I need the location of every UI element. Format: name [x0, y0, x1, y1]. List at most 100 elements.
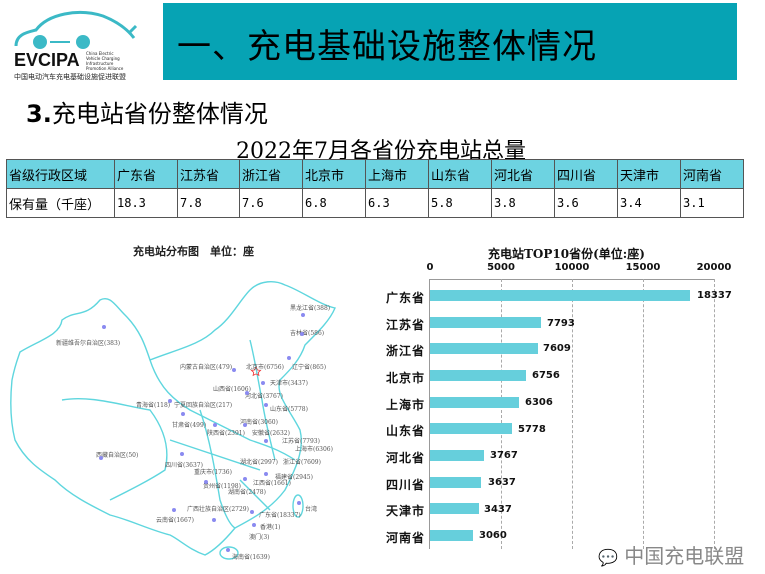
map-dot — [245, 391, 249, 395]
table-cell: 3.8 — [491, 188, 555, 218]
map-label: 澳门(3) — [249, 534, 270, 541]
map-title: 充电站分布图 单位：座 — [133, 245, 254, 258]
table-cell: 3.1 — [680, 188, 744, 218]
section-title-text: 充电站省份整体情况 — [51, 100, 268, 128]
watermark: 💬 中国充电联盟 — [598, 540, 744, 569]
map-label: 河南省(3060) — [240, 419, 278, 426]
map-label: 香港(1) — [260, 524, 281, 531]
map-dot — [181, 412, 185, 416]
gridline — [501, 279, 502, 549]
map-dot — [232, 368, 236, 372]
table-cell: 浙江省 — [239, 159, 303, 189]
bar-label: 河南省 — [386, 531, 426, 545]
header-bar: 一、充电基础设施整体情况 — [163, 3, 737, 80]
bar — [430, 423, 512, 434]
map-label: 上海市(6306) — [295, 446, 333, 453]
map-label: 吉林省(586) — [290, 330, 325, 337]
table-cell: 河南省 — [680, 159, 744, 189]
map-label: 内蒙古自治区(479) — [180, 364, 233, 371]
map-dot — [102, 325, 106, 329]
ev-car-icon — [14, 11, 138, 49]
table-cell: 北京市 — [302, 159, 366, 189]
bar — [430, 503, 479, 514]
map-dot — [297, 501, 301, 505]
bar — [430, 530, 473, 541]
gridline — [714, 279, 715, 549]
map-label: 西藏自治区(50) — [96, 452, 139, 459]
map-dot — [204, 480, 208, 484]
map-dot — [243, 477, 247, 481]
map-label: 四川省(3637) — [165, 462, 203, 469]
map-dot — [172, 508, 176, 512]
beijing-star-icon — [250, 366, 262, 377]
map-label: 江西省(1661) — [253, 480, 291, 487]
map-label: 台湾 — [305, 506, 318, 513]
table-cell: 3.6 — [554, 188, 618, 218]
bar-value: 3767 — [490, 450, 518, 461]
map-dot — [261, 381, 265, 385]
map-dot — [300, 332, 304, 336]
map-label: 宁夏回族自治区(217) — [174, 402, 233, 409]
evcipa-logo: EVCIPA China Electric Vehicle Charging I… — [8, 4, 153, 82]
bar-label: 天津市 — [386, 504, 426, 518]
map-label: 安徽省(2632) — [252, 430, 290, 437]
map-label: 江苏省(7793) — [282, 438, 320, 445]
bar-label: 浙江省 — [386, 344, 426, 358]
row-header-count: 保有量（千座） — [6, 188, 115, 218]
bar-label: 北京市 — [386, 371, 426, 385]
bar-value: 3637 — [488, 477, 516, 488]
map-label: 辽宁省(865) — [292, 364, 327, 371]
table-cell: 天津市 — [617, 159, 681, 189]
map-label: 青海省(118) — [136, 402, 171, 409]
bar — [430, 477, 481, 488]
map-dot — [226, 548, 230, 552]
map-label: 河北省(3767) — [245, 393, 283, 400]
table-values-row: 保有量（千座） 18.3 7.8 7.6 6.8 6.3 5.8 3.8 3.6… — [6, 188, 744, 218]
section-title: 3.充电站省份整体情况 — [26, 94, 268, 129]
table-cell: 上海市 — [365, 159, 429, 189]
bar-label: 广东省 — [386, 291, 426, 305]
map-dot — [264, 472, 268, 476]
table-cell: 3.4 — [617, 188, 681, 218]
map-label: 陕西省(2391) — [207, 430, 245, 437]
map-label: 贵州省(1198) — [203, 483, 241, 490]
table-cell: 河北省 — [491, 159, 555, 189]
logo-text: EVCIPA — [14, 50, 80, 70]
map-dot — [168, 399, 172, 403]
map-dot — [180, 452, 184, 456]
x-axis — [429, 279, 714, 280]
map-label: 新疆维吾尔自治区(383) — [56, 340, 121, 347]
table-cell: 6.3 — [365, 188, 429, 218]
bar-value: 7793 — [547, 318, 575, 329]
table-cell: 山东省 — [428, 159, 492, 189]
map-label: 黑龙江省(388) — [290, 305, 331, 312]
table-cell: 6.8 — [302, 188, 366, 218]
bar-value: 5778 — [518, 424, 546, 435]
section-number: 3. — [26, 100, 52, 128]
map-label: 重庆市(1736) — [194, 469, 232, 476]
x-tick: 10000 — [554, 262, 590, 273]
map-label: 海南省(1639) — [232, 554, 270, 561]
x-tick: 5000 — [487, 262, 515, 273]
row-header-region: 省级行政区域 — [6, 159, 115, 189]
table-cell: 四川省 — [554, 159, 618, 189]
map-label: 湖北省(2997) — [240, 459, 278, 466]
page-title: 一、充电基础设施整体情况 — [177, 27, 597, 67]
bar-label: 河北省 — [386, 451, 426, 465]
bar — [430, 450, 484, 461]
map-label: 甘肃省(499) — [172, 422, 207, 429]
map-label: 浙江省(7609) — [283, 459, 321, 466]
bar-value: 6756 — [532, 370, 560, 381]
x-tick: 20000 — [696, 262, 732, 273]
logo-subtitle: China Electric Vehicle Charging Infrastr… — [86, 51, 124, 71]
bar-value: 18337 — [697, 290, 732, 301]
table-cell: 7.8 — [177, 188, 240, 218]
bar-value: 7609 — [543, 343, 571, 354]
map-dot — [252, 523, 256, 527]
bar-value: 3437 — [484, 504, 512, 515]
bar — [430, 397, 519, 408]
map-dot — [250, 510, 254, 514]
bar-label: 四川省 — [386, 478, 426, 492]
map-dot — [99, 456, 103, 460]
table-header-row: 省级行政区域 广东省 江苏省 浙江省 北京市 上海市 山东省 河北省 四川省 天… — [6, 159, 744, 189]
